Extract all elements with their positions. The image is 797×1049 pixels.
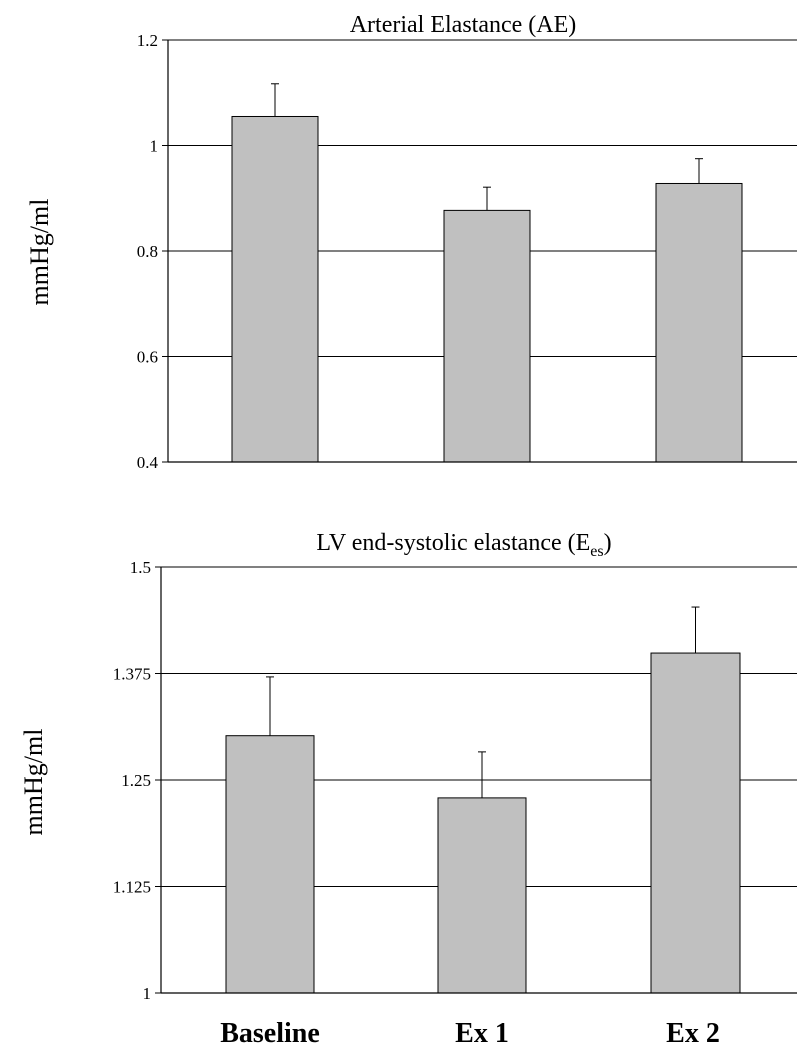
plot-area: 0.4 0.6 0.8 1 1.2 bbox=[137, 31, 797, 472]
y-tick-label: 1 bbox=[150, 137, 159, 156]
bar-ex-1 bbox=[437, 797, 527, 994]
y-tick-label: 0.6 bbox=[137, 348, 158, 367]
chart-title: Arterial Elastance (AE) bbox=[350, 12, 577, 38]
y-tick-label: 1.5 bbox=[130, 558, 151, 577]
x-tick-label: Ex 1 bbox=[455, 1018, 509, 1049]
chart-arterial-elastance: Arterial Elastance (AE) mmHg/ml 0.40.60.… bbox=[25, 12, 797, 472]
x-tick-label: Baseline bbox=[220, 1018, 320, 1049]
y-axis-label: mmHg/ml bbox=[19, 729, 48, 836]
y-tick-label: 0.4 bbox=[137, 453, 159, 472]
chart-title-close: ) bbox=[604, 530, 612, 556]
chart-title: LV end-systolic elastance (Ees) bbox=[316, 530, 611, 560]
y-tick-label: 1.125 bbox=[113, 878, 151, 897]
x-tick-label: Ex 2 bbox=[666, 1018, 720, 1049]
plot-area: 1 1.125 1.25 1.375 1.5 Baseline Ex 1 Ex 2 bbox=[113, 558, 797, 1049]
bar-ex-2 bbox=[655, 182, 743, 463]
chart-title-subscript: es bbox=[590, 543, 603, 560]
y-axis-label: mmHg/ml bbox=[25, 199, 54, 306]
y-tick-label: 1 bbox=[143, 984, 152, 1003]
bar-ex-1 bbox=[443, 209, 531, 463]
y-tick-label: 1.375 bbox=[113, 665, 151, 684]
chart-lv-end-systolic-elastance: LV end-systolic elastance (Ees) mmHg/ml … bbox=[19, 530, 797, 1049]
y-tick-label: 1.2 bbox=[137, 31, 158, 50]
chart-title-main: LV end-systolic elastance (E bbox=[316, 530, 590, 556]
bar-baseline bbox=[231, 115, 319, 463]
y-tick-label: 1.25 bbox=[121, 771, 151, 790]
bar-baseline bbox=[225, 735, 315, 994]
y-tick-label: 0.8 bbox=[137, 242, 158, 261]
bar-ex-2 bbox=[650, 652, 741, 994]
